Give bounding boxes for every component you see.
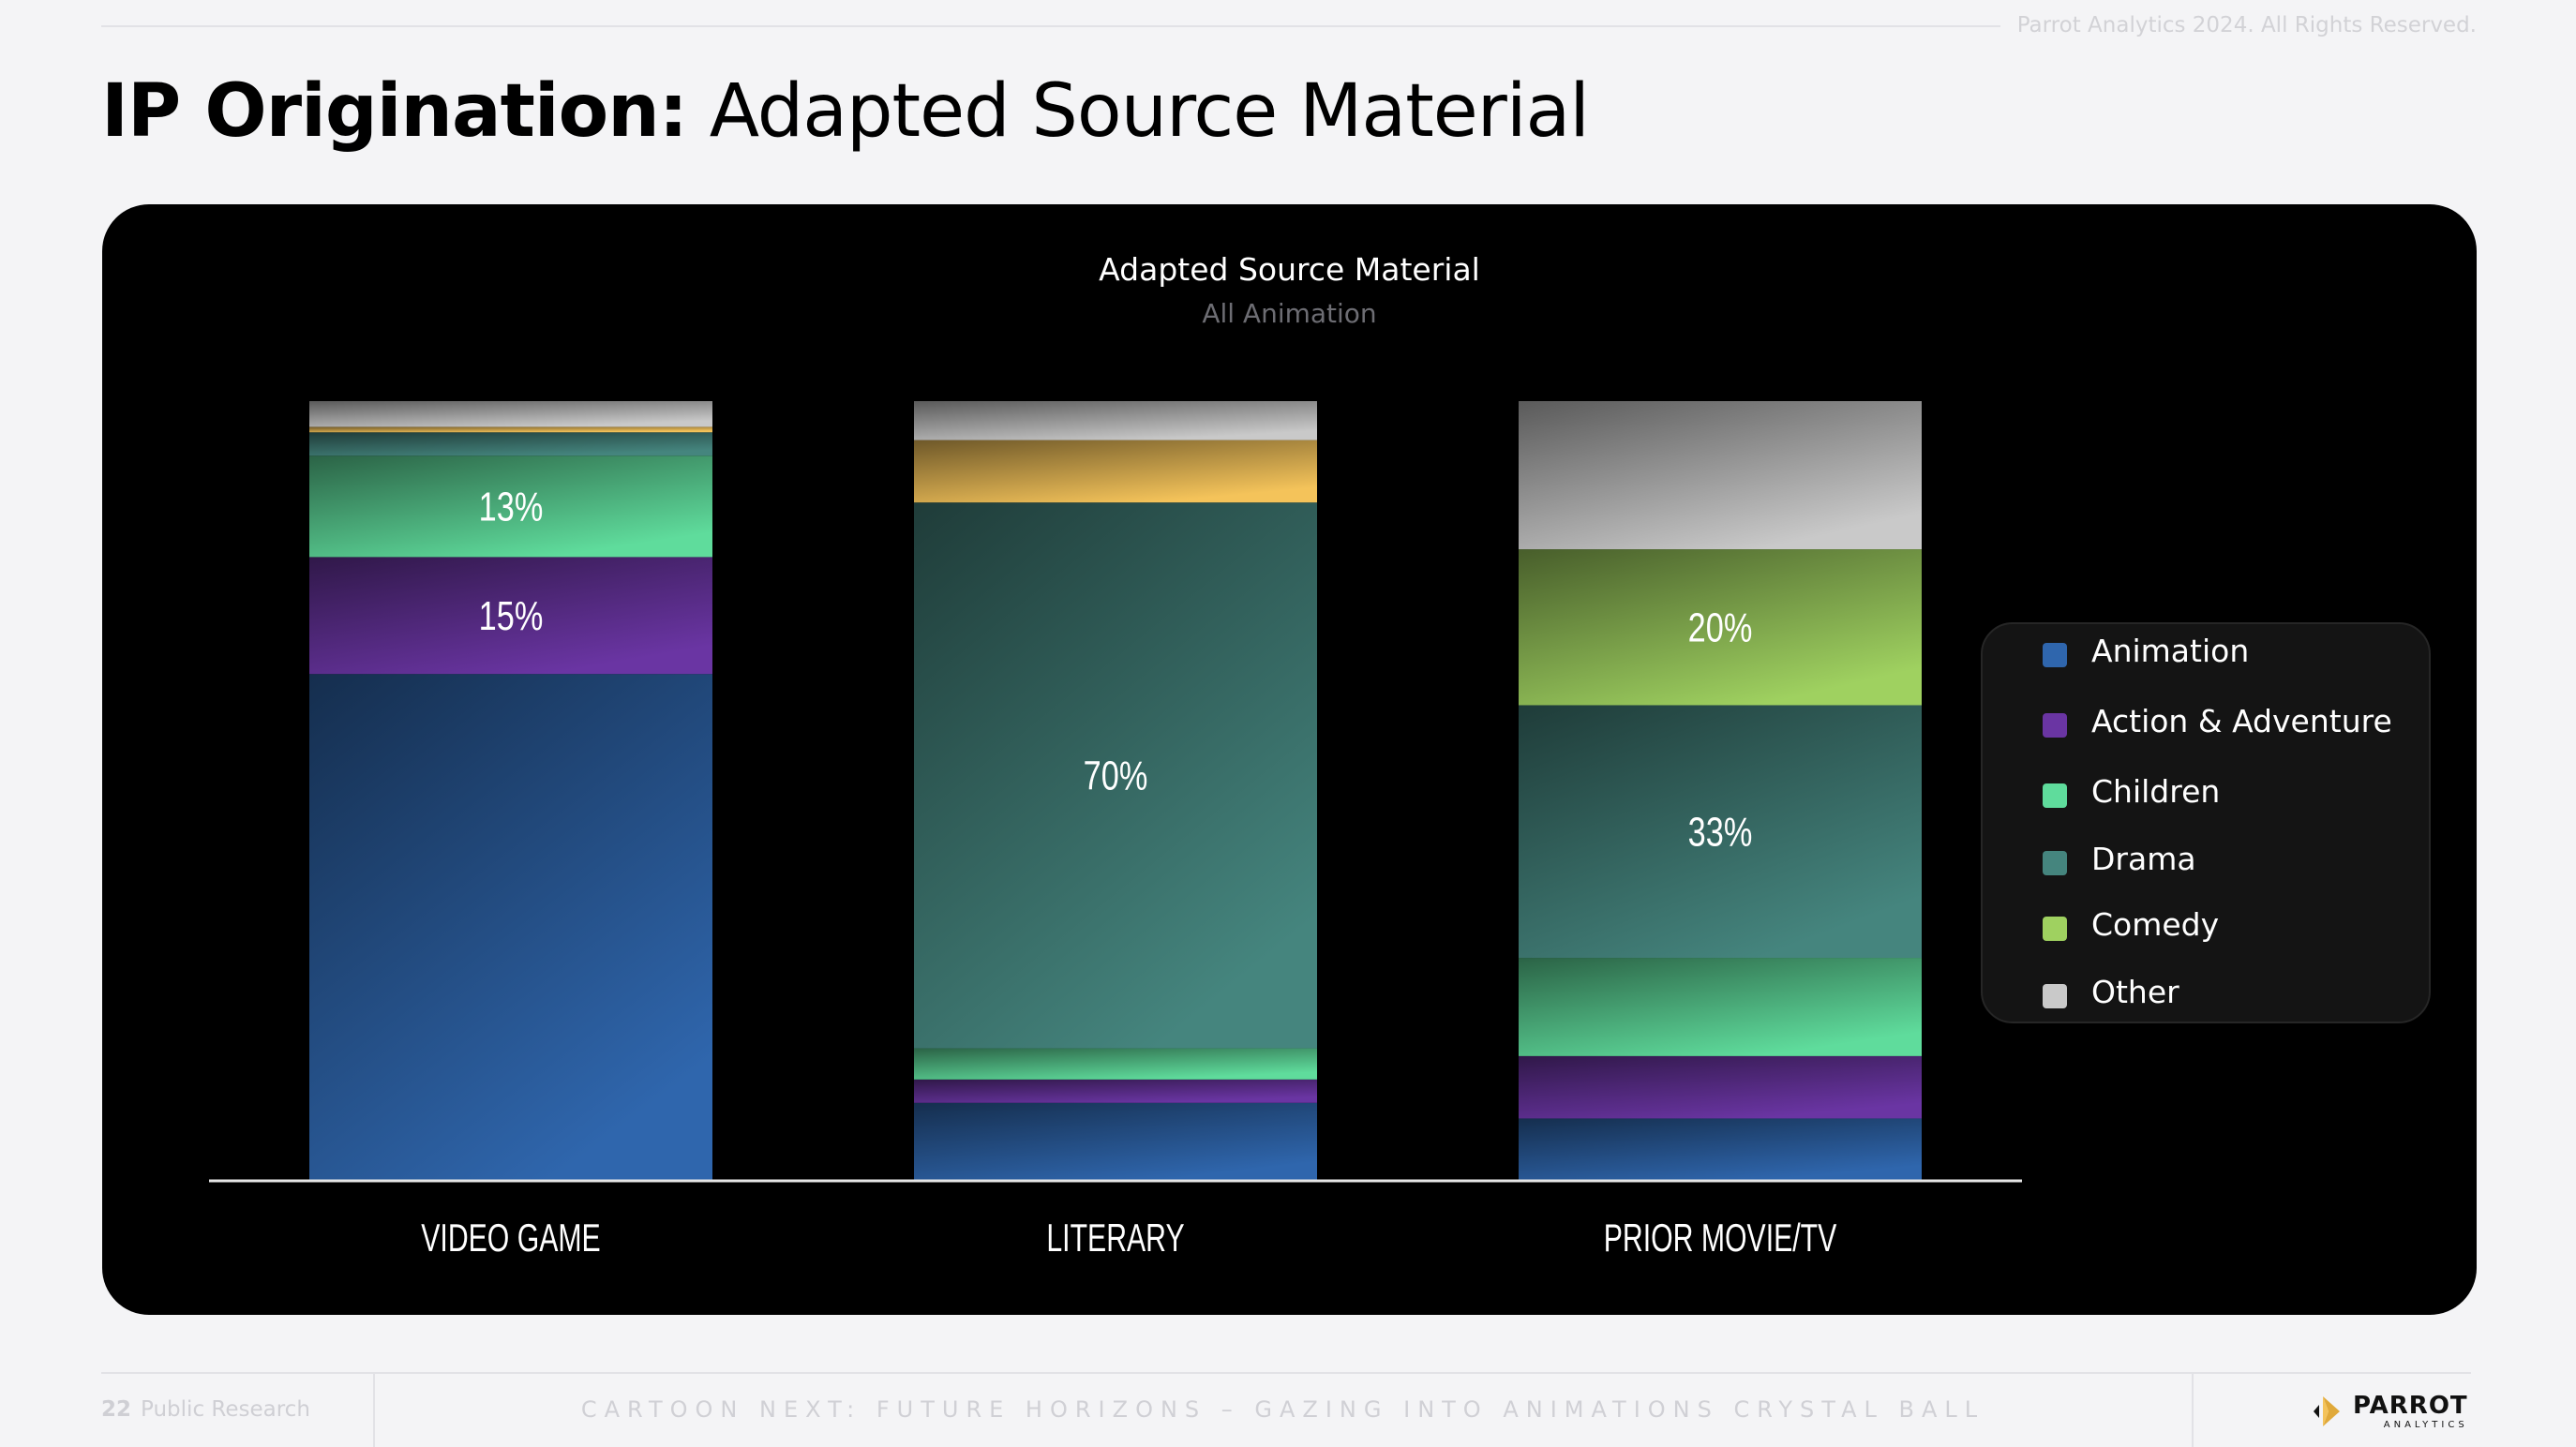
- bar-segment-literary-drama: [914, 502, 1317, 1049]
- bar-segment-video-game-children: [309, 455, 712, 558]
- legend-swatch-action-adventure: [2043, 713, 2067, 738]
- data-label-video-game-action-adventure: 15%: [479, 593, 544, 639]
- legend-swatch-comedy: [2043, 917, 2067, 941]
- logo-word: PARROT: [2353, 1391, 2468, 1420]
- legend-item-drama: Drama: [2043, 840, 2196, 877]
- page-title-light: Adapted Source Material: [686, 69, 1590, 154]
- bar-segment-video-game-highlight: [309, 426, 712, 433]
- footer-divider-left: [373, 1374, 375, 1447]
- legend: Animation Action & Adventure Children Dr…: [1981, 622, 2431, 1023]
- data-label-literary-drama: 70%: [1084, 753, 1148, 798]
- page-number: 22: [101, 1397, 132, 1422]
- bar-segment-prior-movie-tv-animation: [1519, 1118, 1922, 1181]
- legend-label: Children: [2091, 772, 2221, 810]
- parrot-logo: PARROT ANALYTICS: [2308, 1393, 2468, 1430]
- x-tick-label-prior-movie-tv: PRIOR MOVIE/TV: [1604, 1216, 1837, 1260]
- legend-item-comedy: Comedy: [2043, 905, 2219, 943]
- data-label-prior-movie-tv-comedy: 20%: [1688, 604, 1753, 650]
- bar-segment-prior-movie-tv-comedy: [1519, 549, 1922, 706]
- legend-label: Action & Adventure: [2091, 702, 2392, 739]
- legend-label: Other: [2091, 973, 2179, 1010]
- x-tick-label-literary: LITERARY: [1046, 1216, 1184, 1260]
- bar-segment-prior-movie-tv-drama: [1519, 705, 1922, 959]
- report-title: CARTOON NEXT: FUTURE HORIZONS – GAZING I…: [580, 1396, 1985, 1423]
- legend-label: Drama: [2091, 840, 2196, 877]
- bar-segment-video-game-other: [309, 401, 712, 427]
- logo-sub: ANALYTICS: [2383, 1419, 2468, 1430]
- chart-card: Adapted Source Material All Animation 15…: [102, 204, 2477, 1315]
- legend-swatch-drama: [2043, 851, 2067, 875]
- legend-item-animation: Animation: [2043, 632, 2249, 669]
- bar-segment-literary-highlight: [914, 440, 1317, 503]
- data-label-video-game-children: 13%: [479, 484, 544, 530]
- legend-swatch-other: [2043, 984, 2067, 1008]
- bar-segment-prior-movie-tv-action-adventure: [1519, 1055, 1922, 1119]
- footer-page-info: 22 Public Research: [101, 1397, 310, 1422]
- bar-segment-prior-movie-tv-other: [1519, 401, 1922, 550]
- chart-title: Adapted Source Material: [1099, 251, 1480, 288]
- footer-divider-right: [2192, 1374, 2194, 1447]
- page-title-bold: IP Origination:: [101, 69, 688, 154]
- bar-segment-literary-other: [914, 401, 1317, 440]
- bar-segment-literary-animation: [914, 1102, 1317, 1181]
- parrot-logo-icon: [2314, 1396, 2340, 1426]
- legend-swatch-animation: [2043, 643, 2067, 667]
- page-title: IP Origination: Adapted Source Material: [101, 69, 1590, 154]
- legend-item-children: Children: [2043, 772, 2220, 810]
- bar-segment-video-game-drama: [309, 432, 712, 456]
- bar-segment-video-game-action-adventure: [309, 557, 712, 675]
- footer-rule: [101, 1372, 2471, 1374]
- chart-subtitle: All Animation: [1202, 298, 1377, 329]
- bar-segment-prior-movie-tv-children: [1519, 958, 1922, 1056]
- legend-item-action-adventure: Action & Adventure: [2043, 702, 2392, 739]
- data-label-prior-movie-tv-drama: 33%: [1688, 809, 1753, 855]
- legend-item-other: Other: [2043, 973, 2179, 1010]
- bar-segment-literary-action-adventure: [914, 1079, 1317, 1103]
- parrot-logo-text: PARROT ANALYTICS: [2353, 1394, 2468, 1430]
- stacked-bar-chart: 15% 13% 70% 33% 20% VIDEO GAME LITERARY PRIOR …: [209, 401, 2022, 1260]
- bar-segment-video-game-animation: [309, 674, 712, 1181]
- legend-label: Comedy: [2091, 905, 2220, 943]
- top-rule: [101, 25, 2000, 27]
- x-tick-label-video-game: VIDEO GAME: [421, 1216, 600, 1260]
- legend-swatch-children: [2043, 783, 2067, 808]
- page-label: Public Research: [141, 1397, 310, 1422]
- legend-label: Animation: [2091, 632, 2250, 669]
- bar-segment-literary-children: [914, 1048, 1317, 1080]
- copyright: Parrot Analytics 2024. All Rights Reserv…: [2016, 13, 2477, 37]
